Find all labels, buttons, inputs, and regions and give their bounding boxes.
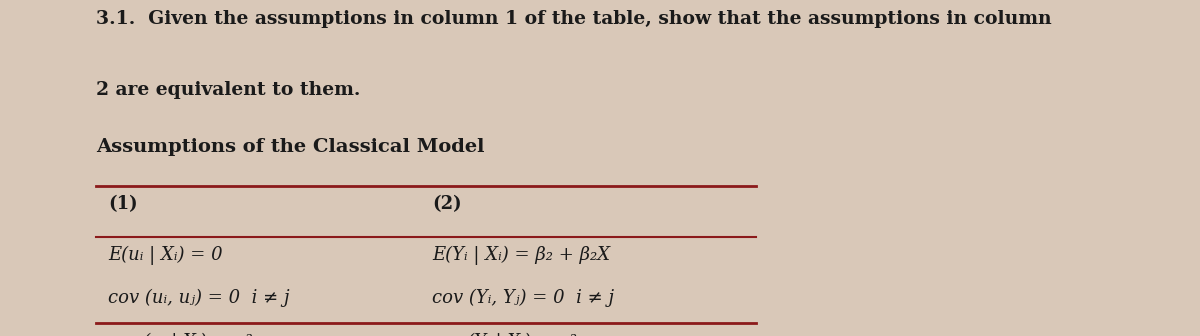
Text: Assumptions of the Classical Model: Assumptions of the Classical Model [96,138,485,156]
Text: (2): (2) [432,195,462,213]
Text: 2 are equivalent to them.: 2 are equivalent to them. [96,81,360,99]
Text: var (uᵢ | Xᵢ) = σ²: var (uᵢ | Xᵢ) = σ² [108,333,253,336]
Text: E(uᵢ | Xᵢ) = 0: E(uᵢ | Xᵢ) = 0 [108,245,223,264]
Text: (1): (1) [108,195,138,213]
Text: 3.1.  Given the assumptions in column 1 of the table, show that the assumptions : 3.1. Given the assumptions in column 1 o… [96,10,1051,28]
Text: E(Yᵢ | Xᵢ) = β₂ + β₂X: E(Yᵢ | Xᵢ) = β₂ + β₂X [432,245,610,264]
Text: cov (Yᵢ, Yⱼ) = 0  i ≠ j: cov (Yᵢ, Yⱼ) = 0 i ≠ j [432,289,614,307]
Text: cov (uᵢ, uⱼ) = 0  i ≠ j: cov (uᵢ, uⱼ) = 0 i ≠ j [108,289,289,307]
Text: var (Yᵢ | Xᵢ) = σ²: var (Yᵢ | Xᵢ) = σ² [432,333,577,336]
